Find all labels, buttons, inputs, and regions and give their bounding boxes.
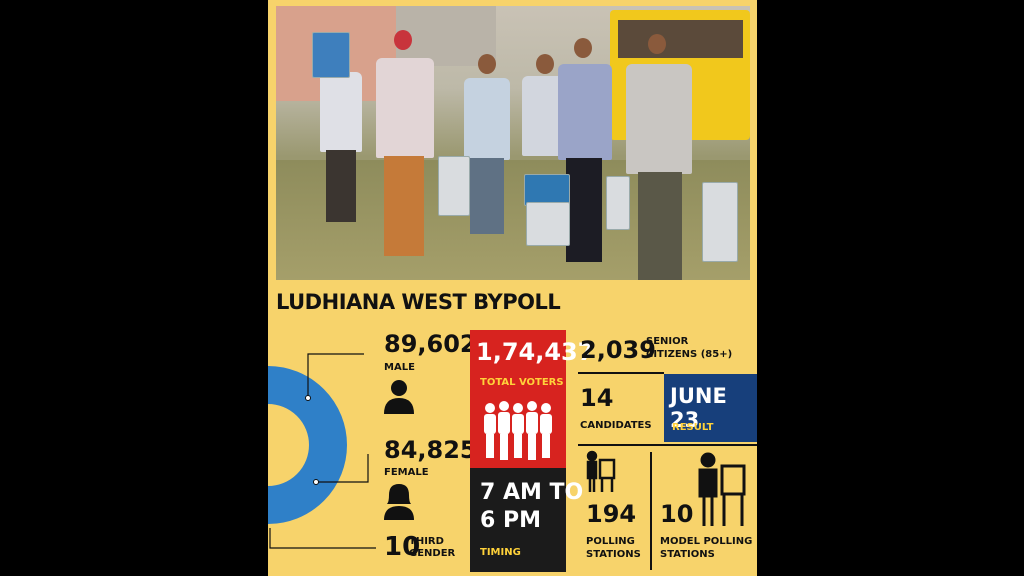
senior-citizens-count: 2,039 — [580, 336, 656, 364]
male-label: MALE — [384, 362, 415, 373]
result-panel — [664, 374, 757, 442]
divider-senior — [578, 372, 664, 374]
timing-label: TIMING — [480, 547, 521, 558]
divider-vertical — [650, 452, 652, 570]
result-label: RESULT — [672, 422, 714, 433]
timing-end: 6 PM — [480, 508, 541, 533]
model-polling-label-2: STATIONS — [660, 549, 715, 560]
gender-donut-chart — [268, 366, 347, 524]
total-voters-label: TOTAL VOTERS — [480, 377, 564, 388]
polling-stations-label-1: POLLING — [586, 536, 635, 547]
divider-lower — [578, 444, 757, 446]
polling-booth-icon — [586, 450, 616, 492]
female-count: 84,825 — [384, 436, 477, 464]
third-gender-count: 10 — [384, 532, 421, 562]
senior-citizens-label-2: CITIZENS (85+) — [646, 349, 733, 360]
model-polling-count: 10 — [660, 500, 694, 528]
page-title: LUDHIANA WEST BYPOLL — [276, 290, 561, 314]
polling-stations-count: 194 — [586, 500, 637, 528]
female-label: FEMALE — [384, 467, 429, 478]
candidates-count: 14 — [580, 384, 614, 412]
total-voters-count: 1,74,437 — [476, 338, 595, 366]
result-date: JUNE 23 — [670, 384, 727, 432]
model-polling-label-1: MODEL POLLING — [660, 536, 753, 547]
candidates-label: CANDIDATES — [580, 420, 652, 431]
female-icon — [384, 484, 414, 520]
third-gender-label: THIRD GENDER — [409, 536, 456, 559]
voters-group-icon — [484, 401, 552, 460]
timing-start: 7 AM TO — [480, 480, 584, 505]
senior-citizens-label-1: SENIOR — [646, 336, 689, 347]
officials-photo — [276, 6, 750, 280]
connector-lines — [269, 353, 376, 549]
model-polling-booth-icon — [698, 452, 746, 526]
male-icon — [384, 380, 414, 414]
male-count: 89,602 — [384, 330, 477, 358]
timing-panel — [470, 468, 566, 572]
infographic-card: LUDHIANA WEST BYPOLL 89,602 MALE 84,825 … — [268, 0, 757, 576]
polling-stations-label-2: STATIONS — [586, 549, 641, 560]
